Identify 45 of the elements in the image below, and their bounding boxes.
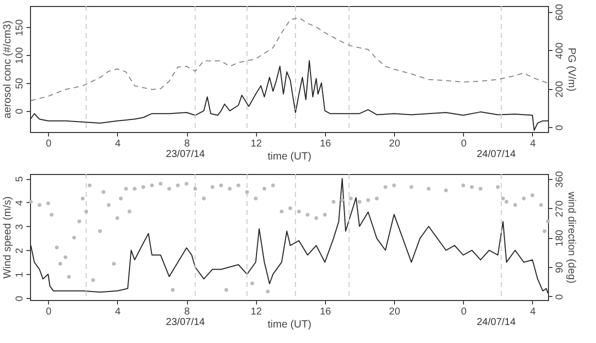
y-tick-label: 0 — [14, 295, 26, 302]
y-tick-label: 4 — [14, 200, 26, 206]
x-tick-label: 0 — [460, 306, 467, 318]
x-tick-label: 0 — [460, 138, 467, 150]
x-tick-label: 20 — [389, 138, 401, 150]
y-tick-label: 2 — [14, 248, 26, 254]
y-tick-label: 0 — [14, 108, 26, 114]
x-tick-label: 8 — [184, 306, 190, 318]
y2-tick-label: 400 — [554, 42, 566, 60]
x-tick-label: 20 — [389, 306, 401, 318]
y2-tick-label: 200 — [554, 80, 566, 98]
x-tick-label: 8 — [184, 138, 190, 150]
x-tick-label: 16 — [320, 306, 332, 318]
y-tick-label: 50 — [14, 77, 26, 89]
y2-axis-title: PG (V/m) — [566, 48, 578, 92]
y2-tick-label: 180 — [554, 229, 566, 246]
y2-tick-label: 90 — [554, 262, 566, 274]
y2-tick-label: 270 — [554, 200, 566, 218]
text: 24/07/14 — [476, 317, 516, 328]
x-tick-label: 12 — [250, 306, 262, 318]
text: 23/07/14 — [166, 317, 206, 328]
y2-tick-label: 360 — [554, 170, 566, 188]
x-tick-label: 4 — [530, 138, 536, 150]
x-tick-label: 4 — [115, 306, 122, 318]
y2-tick-label: 0 — [554, 124, 566, 130]
y-tick-label: 150 — [14, 18, 26, 36]
x-axis-title: time (UT) — [268, 318, 312, 330]
x-tick-label: 0 — [46, 138, 52, 150]
y2-tick-label: 600 — [554, 3, 566, 21]
y2-tick-label: 0 — [554, 294, 566, 300]
x-tick-label: 0 — [46, 306, 52, 318]
x-tick-label: 4 — [115, 138, 122, 150]
x-tick-label: 12 — [250, 138, 262, 150]
y2-axis-title: wind direction (deg) — [566, 190, 578, 284]
y-axis-title: aerosol conc (#/cm3) — [2, 20, 14, 119]
y-tick-label: 100 — [14, 46, 26, 64]
y-tick-label: 3 — [14, 224, 26, 230]
y-tick-label: 1 — [14, 271, 26, 278]
y-axis-title: Wind speed (m/s) — [2, 196, 14, 279]
text: 23/07/14 — [166, 149, 206, 160]
y-tick-label: 5 — [14, 176, 26, 182]
text: 24/07/14 — [476, 149, 516, 160]
x-tick-label: 4 — [530, 306, 536, 318]
x-tick-label: 16 — [320, 138, 332, 150]
x-axis-title: time (UT) — [268, 150, 312, 162]
